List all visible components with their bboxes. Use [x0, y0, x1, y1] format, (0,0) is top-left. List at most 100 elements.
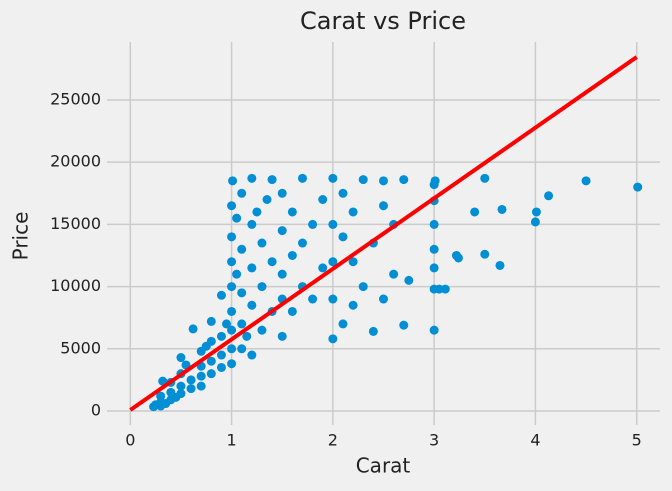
- scatter-point: [287, 207, 297, 217]
- scatter-point: [247, 350, 257, 360]
- scatter-point: [237, 188, 247, 198]
- scatter-point: [228, 176, 238, 186]
- scatter-point: [429, 219, 439, 229]
- scatter-point: [480, 173, 490, 183]
- scatter-point: [227, 201, 237, 211]
- y-tick-label: 25000: [50, 89, 101, 108]
- scatter-point: [216, 350, 226, 360]
- scatter-point: [318, 263, 328, 273]
- scatter-point: [206, 369, 216, 379]
- scatter-point: [247, 300, 257, 310]
- scatter-point: [262, 195, 272, 205]
- scatter-point: [196, 381, 206, 391]
- scatter-point: [287, 250, 297, 260]
- scatter-point: [429, 263, 439, 273]
- scatter-point: [297, 173, 307, 183]
- x-tick-label: 5: [632, 431, 642, 450]
- scatter-point: [389, 269, 399, 279]
- scatter-point: [287, 306, 297, 316]
- scatter-point: [368, 326, 378, 336]
- y-tick-label: 15000: [50, 214, 101, 233]
- scatter-point: [216, 290, 226, 300]
- scatter-point: [429, 325, 439, 335]
- scatter-point: [530, 217, 540, 227]
- scatter-point: [358, 282, 368, 292]
- scatter-point: [318, 195, 328, 205]
- scatter-point: [348, 207, 358, 217]
- scatter-point: [338, 232, 348, 242]
- scatter-point: [338, 188, 348, 198]
- scatter-point: [277, 226, 287, 236]
- y-tick-label: 10000: [50, 276, 101, 295]
- scatter-point: [257, 282, 267, 292]
- x-tick-label: 0: [125, 431, 135, 450]
- scatter-point: [206, 336, 216, 346]
- scatter-point: [176, 381, 186, 391]
- scatter-point: [379, 294, 388, 304]
- scatter-point: [247, 263, 257, 273]
- scatter-point: [497, 204, 507, 214]
- scatter-point: [227, 306, 237, 316]
- scatter-point: [277, 269, 287, 279]
- scatter-point: [176, 389, 186, 399]
- scatter-point: [633, 182, 643, 192]
- scatter-point: [544, 191, 554, 201]
- scatter-point: [470, 207, 480, 217]
- scatter-point: [227, 282, 237, 292]
- scatter-point: [267, 257, 277, 267]
- scatter-point: [237, 244, 247, 254]
- x-tick-label: 2: [328, 431, 338, 450]
- scatter-point: [399, 320, 409, 330]
- scatter-point: [242, 331, 252, 341]
- chart-title: Carat vs Price: [300, 7, 466, 35]
- scatter-point: [581, 176, 591, 186]
- scatter-point: [453, 253, 463, 263]
- scatter-point: [216, 362, 226, 372]
- scatter-point: [247, 173, 257, 183]
- scatter-point: [348, 300, 358, 310]
- scatter-point: [328, 219, 338, 229]
- scatter-point: [206, 316, 216, 326]
- x-tick-label: 1: [226, 431, 236, 450]
- y-axis-label: Price: [9, 212, 33, 261]
- scatter-point: [216, 331, 226, 341]
- scatter-point: [227, 344, 237, 354]
- scatter-point: [429, 244, 439, 254]
- scatter-point: [158, 376, 168, 386]
- scatter-point: [429, 180, 439, 190]
- scatter-point: [186, 375, 196, 385]
- scatter-point: [328, 334, 338, 344]
- scatter-point: [232, 213, 242, 223]
- scatter-point: [404, 275, 414, 285]
- scatter-point: [308, 219, 318, 229]
- scatter-point: [399, 175, 409, 185]
- scatter-point: [531, 207, 541, 217]
- scatter-point: [156, 391, 166, 401]
- scatter-point: [237, 288, 247, 298]
- scatter-point: [495, 260, 505, 270]
- scatter-point: [379, 176, 388, 186]
- scatter-point: [188, 324, 198, 334]
- scatter-point: [252, 207, 262, 217]
- y-tick-label: 5000: [60, 338, 101, 357]
- y-tick-label: 0: [91, 401, 101, 420]
- scatter-point: [328, 294, 338, 304]
- scatter-point: [206, 356, 216, 366]
- scatter-point: [297, 238, 307, 248]
- scatter-point: [227, 257, 237, 267]
- scatter-point: [338, 319, 348, 329]
- y-tick-label: 20000: [50, 152, 101, 171]
- scatter-point: [227, 359, 237, 369]
- scatter-point: [222, 319, 232, 329]
- scatter-point: [358, 175, 368, 185]
- scatter-point: [176, 353, 186, 363]
- x-tick-label: 3: [429, 431, 439, 450]
- scatter-point: [237, 344, 247, 354]
- scatter-point: [277, 188, 287, 198]
- scatter-point: [227, 325, 237, 335]
- scatter-point: [257, 238, 267, 248]
- x-axis-label: Carat: [356, 454, 411, 478]
- scatter-point: [440, 284, 450, 294]
- regression-line: [129, 55, 638, 412]
